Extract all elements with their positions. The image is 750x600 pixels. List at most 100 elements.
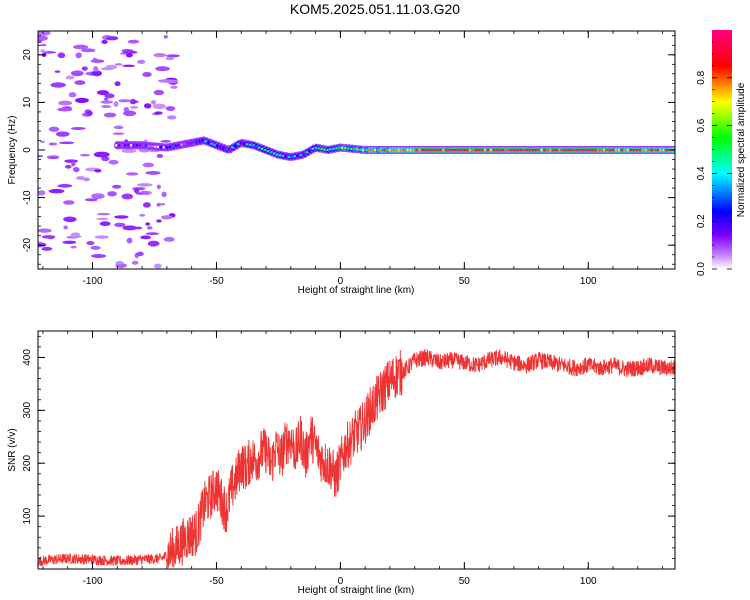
noise-blob bbox=[147, 240, 160, 247]
y-tick-label: 300 bbox=[22, 402, 33, 419]
noise-blob bbox=[166, 115, 177, 120]
x-tick-label: 50 bbox=[459, 576, 471, 587]
noise-blob bbox=[127, 39, 140, 44]
noise-blob bbox=[142, 202, 151, 208]
noise-blob bbox=[139, 213, 146, 217]
noise-blob bbox=[140, 190, 149, 195]
noise-blob bbox=[145, 222, 151, 226]
noise-blob bbox=[57, 52, 66, 59]
noise-blob bbox=[103, 112, 117, 118]
noise-blob bbox=[157, 79, 173, 83]
noise-blob bbox=[38, 228, 52, 233]
noise-blob bbox=[145, 171, 161, 175]
noise-blob bbox=[101, 39, 108, 45]
colorbar-tick-label: 0.6 bbox=[696, 118, 707, 132]
noise-blob bbox=[140, 235, 152, 240]
noise-blob bbox=[153, 53, 167, 58]
noise-blob bbox=[63, 216, 77, 223]
y-tick-label: 10 bbox=[22, 96, 33, 108]
noise-blob bbox=[153, 263, 162, 269]
noise-blob bbox=[163, 34, 168, 39]
noise-blob bbox=[156, 219, 162, 223]
noise-blob bbox=[104, 97, 109, 101]
x-tick-label: -100 bbox=[83, 276, 103, 287]
noise-blob bbox=[134, 226, 143, 230]
noise-blob bbox=[96, 217, 109, 221]
y-tick-label: -10 bbox=[22, 190, 33, 205]
noise-blob bbox=[125, 172, 139, 176]
noise-blob bbox=[136, 183, 153, 187]
y-tick-label: 0 bbox=[22, 147, 33, 153]
noise-blob bbox=[150, 100, 157, 105]
noise-blob bbox=[161, 191, 167, 198]
noise-blob bbox=[91, 70, 103, 77]
noise-blob bbox=[40, 49, 46, 53]
noise-blob bbox=[70, 232, 81, 237]
noise-blob bbox=[122, 50, 138, 54]
noise-blob bbox=[93, 151, 110, 158]
noise-blob bbox=[54, 70, 61, 73]
noise-blob bbox=[121, 148, 137, 153]
noise-blob bbox=[64, 159, 78, 163]
noise-blob bbox=[59, 141, 75, 145]
snr-series-line bbox=[38, 348, 675, 568]
noise-blob bbox=[38, 154, 44, 158]
x-tick-label: 100 bbox=[580, 276, 597, 287]
noise-blob bbox=[96, 90, 109, 96]
x-tick-label: 50 bbox=[459, 276, 471, 287]
colorbar-tick-label: 0.8 bbox=[696, 70, 707, 84]
noise-blob bbox=[104, 93, 115, 99]
noise-blob bbox=[101, 156, 110, 162]
noise-blob bbox=[156, 154, 164, 158]
noise-blob bbox=[41, 235, 56, 239]
noise-blob bbox=[146, 226, 153, 230]
noise-blob bbox=[75, 52, 82, 59]
noise-blob bbox=[163, 236, 175, 242]
noise-blob bbox=[90, 245, 101, 250]
snr-ylabel: SNR (v/v) bbox=[7, 428, 18, 471]
noise-blob bbox=[70, 70, 84, 77]
noise-blob bbox=[81, 66, 88, 71]
noise-blob bbox=[63, 200, 75, 205]
noise-blob bbox=[114, 63, 123, 66]
noise-blob bbox=[125, 53, 133, 58]
noise-blob bbox=[114, 222, 126, 227]
noise-blob bbox=[118, 99, 131, 103]
colorbar-tick-label: 0.2 bbox=[696, 214, 707, 228]
noise-blob bbox=[71, 160, 76, 167]
noise-blob bbox=[121, 193, 134, 200]
noise-blob bbox=[166, 54, 180, 58]
y-tick-label: 400 bbox=[22, 349, 33, 366]
noise-blob bbox=[47, 156, 59, 160]
chart-title: KOM5.2025.051.11.03.G20 bbox=[290, 1, 460, 17]
noise-blob bbox=[57, 184, 73, 188]
noise-blob bbox=[122, 225, 138, 231]
spectrogram-ylabel: Frequency (Hz) bbox=[7, 116, 18, 185]
noise-blob bbox=[122, 64, 136, 68]
colorbar-gradient bbox=[712, 30, 732, 269]
y-tick-label: 20 bbox=[22, 49, 33, 61]
noise-blob bbox=[112, 132, 125, 136]
noise-blob bbox=[100, 100, 113, 104]
noise-blob bbox=[94, 235, 109, 239]
noise-blob bbox=[96, 212, 111, 216]
noise-blob bbox=[107, 191, 117, 197]
noise-blob bbox=[100, 105, 112, 109]
noise-blob bbox=[57, 107, 73, 112]
noise-blob bbox=[165, 56, 174, 61]
noise-blob bbox=[80, 153, 90, 157]
noise-blob bbox=[84, 198, 98, 202]
noise-blob bbox=[100, 67, 114, 71]
noise-blob bbox=[123, 110, 137, 117]
noise-blob bbox=[105, 36, 119, 41]
noise-blob bbox=[114, 81, 121, 87]
snr-xlabel: Height of straight line (km) bbox=[298, 585, 415, 596]
noise-blob bbox=[43, 51, 57, 54]
noise-blob bbox=[153, 89, 165, 96]
y-tick-label: -20 bbox=[22, 238, 33, 253]
noise-blob bbox=[62, 240, 77, 245]
noise-blob bbox=[143, 103, 152, 109]
noise-blob bbox=[50, 82, 66, 88]
